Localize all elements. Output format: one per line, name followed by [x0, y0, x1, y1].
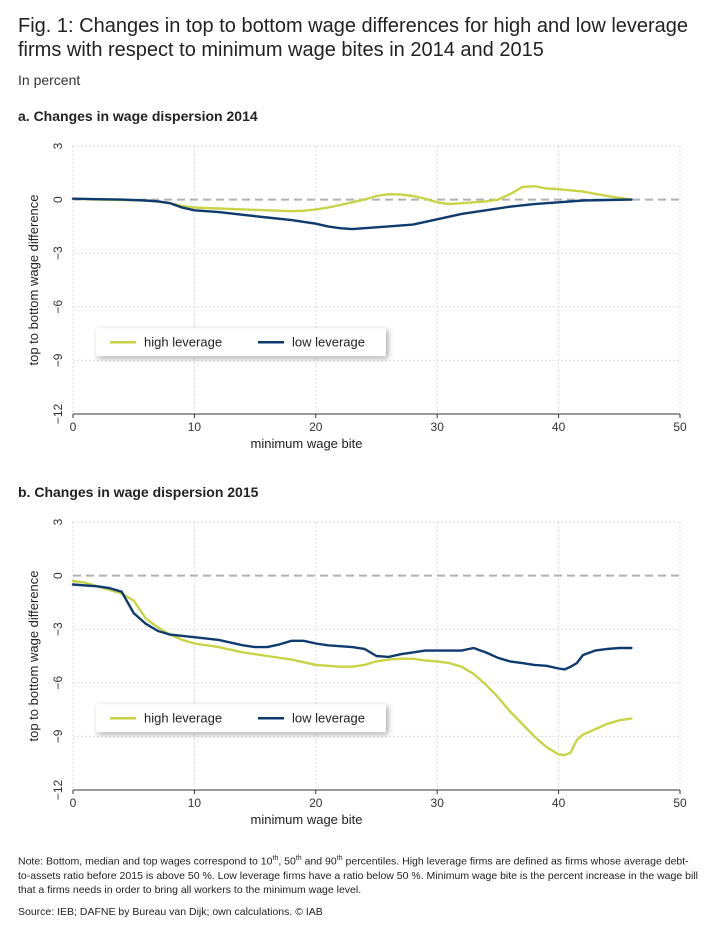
- legend: high leverage low leverage: [96, 328, 386, 357]
- x-tick-label: 10: [188, 796, 202, 810]
- y-tick-label: −12: [51, 403, 65, 424]
- y-tick-label: 3: [51, 518, 65, 525]
- series-line-low-leverage: [71, 197, 633, 231]
- x-tick-label: 20: [309, 796, 323, 810]
- series-line-low-leverage: [71, 583, 633, 671]
- figure-subtitle: In percent: [18, 72, 81, 88]
- y-axis-title: top to bottom wage difference: [26, 194, 41, 365]
- x-axis-title: minimum wage bite: [251, 436, 363, 451]
- x-tick-label: 30: [431, 420, 445, 434]
- series-line-high-leverage: [71, 185, 633, 213]
- y-tick-label: 0: [51, 572, 65, 579]
- y-tick-label: −9: [51, 353, 65, 367]
- x-tick-label: 40: [552, 796, 566, 810]
- x-tick-label: 50: [673, 420, 687, 434]
- legend: high leverage low leverage: [96, 704, 386, 733]
- x-axis-title: minimum wage bite: [251, 812, 363, 827]
- figure-title: Fig. 1: Changes in top to bottom wage di…: [18, 15, 689, 61]
- legend-label-low-leverage: low leverage: [292, 335, 365, 350]
- series-line-high-leverage: [71, 579, 633, 757]
- legend-label-high-leverage: high leverage: [144, 711, 222, 726]
- legend-box: [96, 704, 386, 733]
- x-tick-label: 0: [70, 420, 77, 434]
- y-tick-label: −12: [51, 779, 65, 800]
- y-axis-title: top to bottom wage difference: [26, 570, 41, 741]
- figure-source: Source: IEB; DAFNE by Bureau van Dijk; o…: [18, 906, 323, 918]
- y-tick-label: −6: [51, 300, 65, 314]
- legend-label-low-leverage: low leverage: [292, 711, 365, 726]
- y-tick-label: 0: [51, 196, 65, 203]
- x-tick-label: 50: [673, 796, 687, 810]
- legend-label-high-leverage: high leverage: [144, 335, 222, 350]
- legend-box: [96, 328, 386, 357]
- x-tick-label: 40: [552, 420, 566, 434]
- x-tick-label: 10: [188, 420, 202, 434]
- y-tick-label: 3: [51, 142, 65, 149]
- panel-a-title: a. Changes in wage dispersion 2014: [18, 108, 258, 124]
- x-tick-label: 30: [431, 796, 445, 810]
- figure-note: Note: Bottom, median and top wages corre…: [18, 855, 698, 896]
- panel-b-title: b. Changes in wage dispersion 2015: [18, 484, 259, 500]
- y-tick-label: −9: [51, 729, 65, 743]
- y-tick-label: −6: [51, 676, 65, 690]
- y-tick-label: −3: [51, 246, 65, 260]
- x-tick-label: 20: [309, 420, 323, 434]
- x-tick-label: 0: [70, 796, 77, 810]
- y-tick-label: −3: [51, 622, 65, 636]
